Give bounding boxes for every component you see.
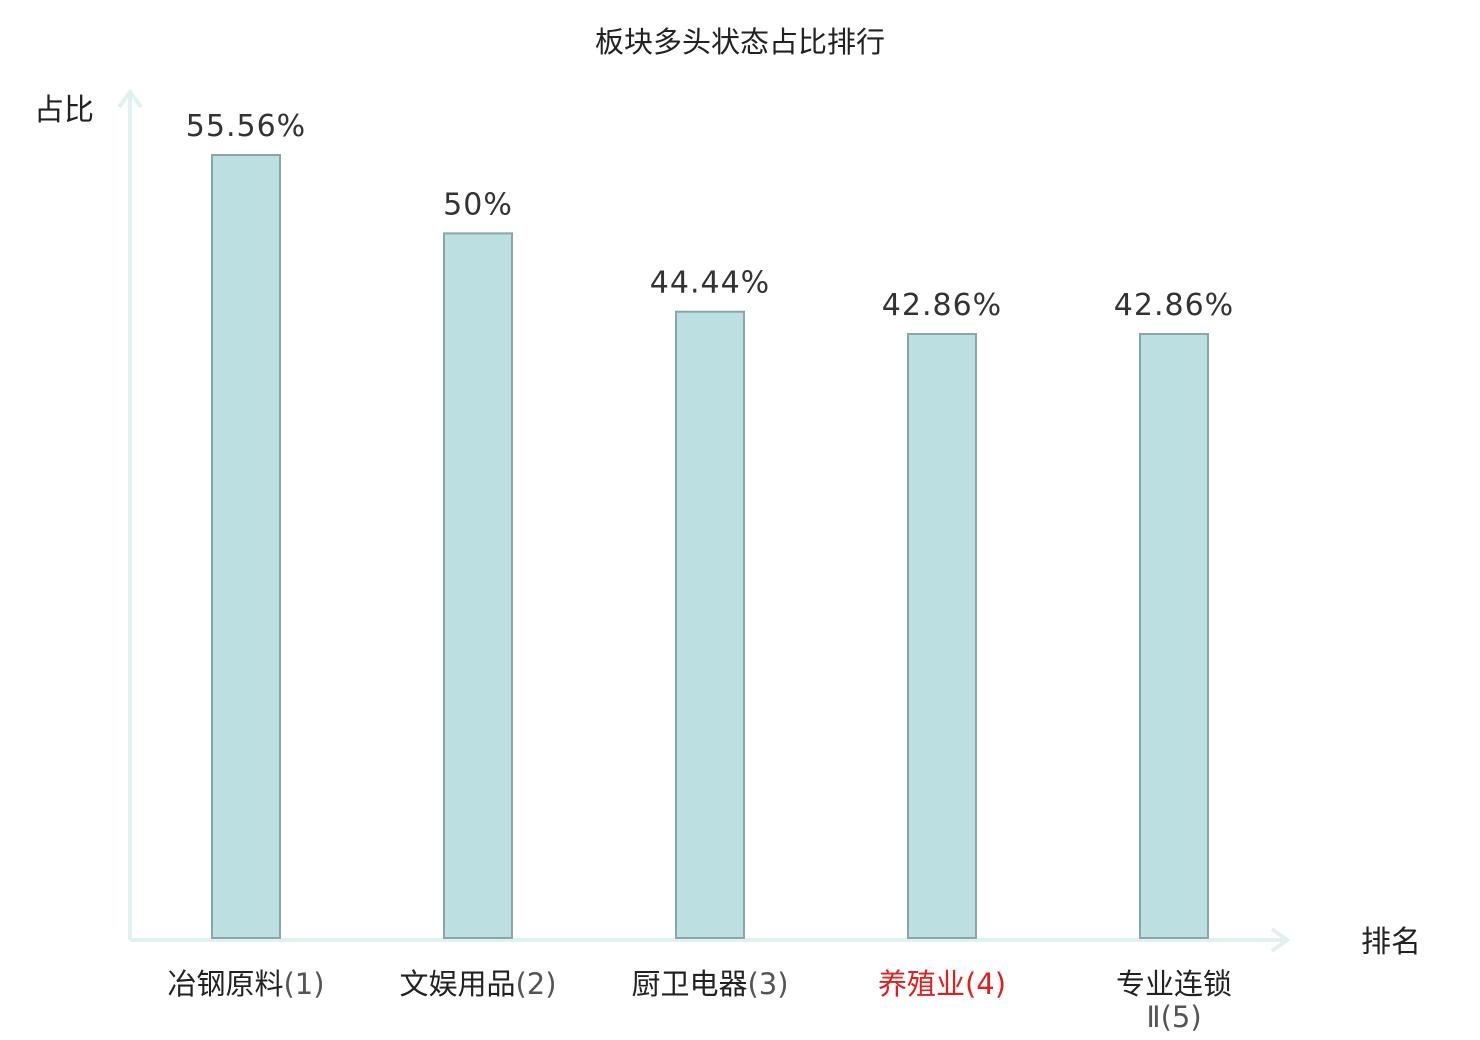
bar: [907, 332, 977, 939]
y-axis-label: 占比: [34, 93, 94, 128]
category-label: 厨卫电器(3): [631, 967, 788, 1001]
y-axis-arrow-icon: [117, 88, 143, 109]
category-name: 文娱用品: [399, 967, 515, 1001]
category-rank: (4): [965, 967, 1006, 1001]
value-label-group: 55.56% 50% 44.44% 42.86% 42.86%: [186, 109, 1234, 323]
x-axis-label: 排名: [1361, 925, 1421, 960]
category-rank: (2): [515, 967, 556, 1001]
category-rank: (3): [747, 967, 788, 1001]
chart-title: 板块多头状态占比排行: [595, 25, 885, 59]
x-axis: [130, 927, 1291, 953]
category-label: 冶钢原料(1): [167, 967, 324, 1001]
bar: [443, 232, 513, 939]
category-label-group: 冶钢原料(1) 文娱用品(2) 厨卫电器(3) 养殖业(4) 专业连锁 Ⅱ(5): [167, 967, 1232, 1034]
bar-value-label: 42.86%: [882, 288, 1002, 323]
x-axis-arrow-icon: [1270, 927, 1291, 953]
bar-value-label: 42.86%: [1114, 288, 1234, 323]
category-label: 专业连锁 Ⅱ(5): [1116, 967, 1232, 1034]
category-rank: (1): [283, 967, 324, 1001]
category-label: 养殖业(4): [878, 967, 1006, 1001]
category-name: 冶钢原料: [167, 967, 283, 1001]
category-rank: Ⅱ(5): [1146, 1000, 1201, 1034]
category-name: 养殖业: [878, 967, 965, 1001]
bar-value-label: 55.56%: [186, 109, 306, 144]
y-axis: [117, 88, 143, 940]
bar-group: [211, 154, 1209, 939]
category-label: 文娱用品(2): [399, 967, 556, 1001]
bar-value-label: 44.44%: [650, 266, 770, 301]
bar-value-label: 50%: [443, 187, 513, 222]
bar: [675, 310, 745, 939]
bar: [1139, 332, 1209, 939]
category-name: 专业连锁: [1116, 967, 1232, 1001]
category-name: 厨卫电器: [631, 967, 747, 1001]
bar: [211, 154, 281, 939]
